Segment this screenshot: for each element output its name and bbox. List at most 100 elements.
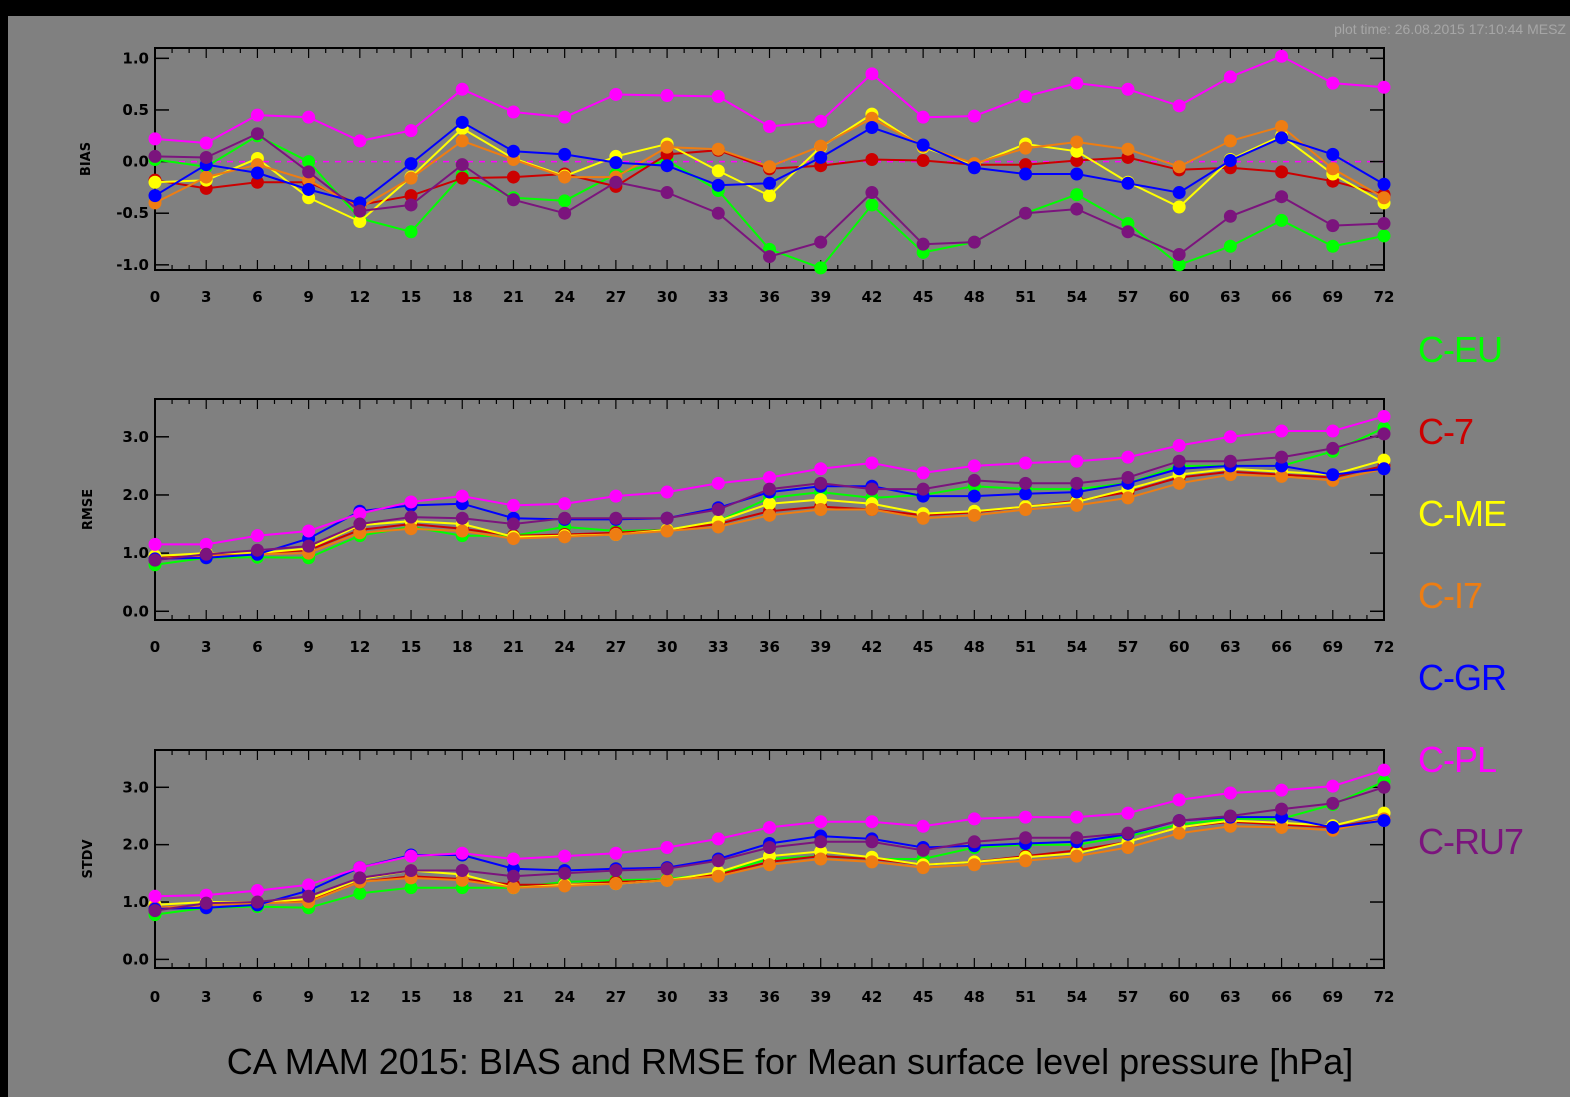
x-tick-label: 45 [913, 638, 934, 656]
x-tick-label: 6 [252, 288, 262, 306]
data-point [1019, 503, 1033, 516]
chart-title: CA MAM 2015: BIAS and RMSE for Mean surf… [227, 1041, 1354, 1082]
x-tick-label: 15 [401, 288, 422, 306]
x-tick-label: 27 [605, 988, 626, 1006]
data-point [1019, 831, 1033, 845]
data-point [1377, 80, 1391, 94]
data-point [1275, 450, 1289, 464]
data-point [148, 132, 162, 146]
data-point [1172, 200, 1186, 214]
data-point [1275, 424, 1289, 438]
x-tick-label: 54 [1066, 988, 1087, 1006]
data-point [250, 543, 264, 557]
data-point [455, 846, 469, 860]
data-point [558, 497, 572, 511]
data-point [404, 157, 418, 171]
data-point [404, 863, 418, 877]
data-point [404, 881, 418, 895]
data-point [1172, 826, 1186, 840]
data-point [763, 189, 776, 203]
x-tick-label: 60 [1169, 288, 1190, 306]
data-point [865, 503, 879, 516]
legend-entry-c-pl: C-PL [1418, 739, 1496, 780]
data-point [1121, 225, 1135, 239]
data-point [455, 171, 469, 185]
x-tick-label: 21 [503, 638, 524, 656]
data-point [199, 150, 213, 164]
data-point [967, 235, 981, 249]
data-point [967, 508, 981, 522]
data-point [763, 250, 776, 264]
data-point [916, 861, 930, 875]
y-tick-label: 0.0 [122, 602, 149, 620]
data-point [353, 507, 367, 521]
x-tick-label: 63 [1220, 638, 1241, 656]
data-point [711, 164, 725, 178]
data-point [250, 895, 264, 909]
x-tick-label: 48 [964, 288, 985, 306]
data-point [660, 862, 674, 876]
data-point [1121, 806, 1135, 820]
legend: C-EU C-7 C-ME C-I7 C-GR C-PL C-RU7 [1418, 329, 1524, 862]
data-point [1223, 134, 1237, 148]
data-point [967, 858, 981, 872]
data-point [199, 170, 213, 184]
data-point [1326, 441, 1340, 455]
x-tick-label: 0 [150, 288, 160, 306]
data-point [865, 815, 879, 829]
legend-entry-c-ru7: C-RU7 [1418, 821, 1523, 862]
legend-entry-c-7: C-7 [1418, 411, 1473, 452]
data-point [1275, 802, 1289, 816]
data-point [967, 459, 981, 473]
data-point [1070, 202, 1084, 216]
data-point [660, 511, 674, 525]
data-point [1172, 258, 1186, 272]
data-point [814, 852, 828, 866]
x-tick-label: 60 [1169, 638, 1190, 656]
data-point [1019, 487, 1033, 501]
data-point [916, 819, 930, 833]
data-point [1172, 814, 1186, 828]
x-tick-label: 30 [657, 988, 678, 1006]
x-tick-label: 45 [913, 988, 934, 1006]
x-tick-label: 12 [349, 288, 370, 306]
x-tick-label: 42 [861, 288, 882, 306]
data-point [1377, 814, 1391, 828]
data-point [916, 138, 930, 152]
data-point [711, 206, 725, 220]
data-point [1326, 147, 1340, 161]
x-tick-label: 3 [201, 638, 211, 656]
data-point [506, 193, 520, 207]
data-point [609, 87, 623, 101]
data-point [1326, 424, 1340, 438]
data-point [404, 124, 418, 138]
data-point [1326, 796, 1340, 810]
data-point [916, 843, 930, 857]
panel-bias: 0 3 6 9 12 15 18 21 24 27 30 33 36 39 42 45 48 51 54 57 60 63… [79, 47, 1394, 306]
panel-stdv: 0 3 6 9 12 15 18 21 24 27 30 33 36 39 42 45 48 51 54 57 60 63… [81, 749, 1394, 1006]
data-point [148, 189, 162, 203]
data-point [404, 849, 418, 863]
data-point [558, 206, 572, 220]
data-point [1019, 476, 1033, 490]
x-tick-label: 51 [1015, 288, 1036, 306]
data-point [302, 878, 316, 892]
data-point [558, 866, 572, 880]
x-tick-label: 63 [1220, 288, 1241, 306]
data-point [148, 537, 162, 551]
data-point [302, 155, 316, 169]
data-point [711, 869, 725, 883]
data-point [1326, 239, 1340, 253]
data-point [1019, 141, 1033, 155]
data-point [1326, 820, 1340, 834]
data-point [763, 820, 776, 834]
x-tick-label: 66 [1271, 988, 1292, 1006]
data-point [763, 858, 776, 872]
data-point [1070, 144, 1084, 158]
data-point [865, 121, 879, 135]
x-tick-label: 18 [452, 288, 473, 306]
data-point [967, 489, 981, 503]
data-point [1172, 793, 1186, 807]
data-point [916, 154, 930, 168]
